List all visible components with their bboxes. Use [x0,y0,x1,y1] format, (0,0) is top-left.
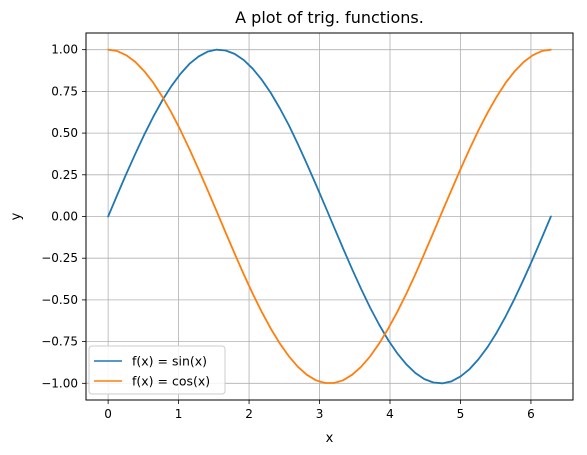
legend-label-cos: f(x) = cos(x) [132,374,210,389]
series-lines [107,48,552,385]
legend-frame [88,345,226,395]
x-tick-label: 2 [245,407,253,421]
chart-title: A plot of trig. functions. [235,8,424,27]
grid-lines [86,33,573,400]
x-tick-label: 4 [386,407,394,421]
legend-label-sin: f(x) = sin(x) [132,354,207,369]
y-axis-label: y [9,212,24,220]
y-tick-label: 0.00 [51,210,78,224]
y-tick-label: 1.00 [51,43,78,57]
y-tick-label: 0.25 [51,168,78,182]
x-tick-label: 0 [104,407,112,421]
x-tick-label: 3 [316,407,324,421]
axis-ticks: 0 1 2 3 4 5 6 −1.00 −0.75 −0.50 −0.25 0.00 0.25 0.50 0… [41,43,535,421]
y-tick-label: −0.25 [41,251,78,265]
y-tick-label: −1.00 [41,376,78,390]
y-tick-label: 0.50 [51,126,78,140]
x-axis-label: x [326,431,334,446]
legend: f(x) = sin(x) f(x) = cos(x) [88,345,226,395]
x-tick-label: 5 [457,407,465,421]
x-tick-label: 1 [175,407,183,421]
cos-series-line [107,48,552,384]
y-tick-label: 0.75 [51,84,78,98]
y-tick-label: −0.50 [41,293,78,307]
x-tick-label: 6 [527,407,535,421]
sin-series-line [107,48,552,385]
y-tick-label: −0.75 [41,335,78,349]
